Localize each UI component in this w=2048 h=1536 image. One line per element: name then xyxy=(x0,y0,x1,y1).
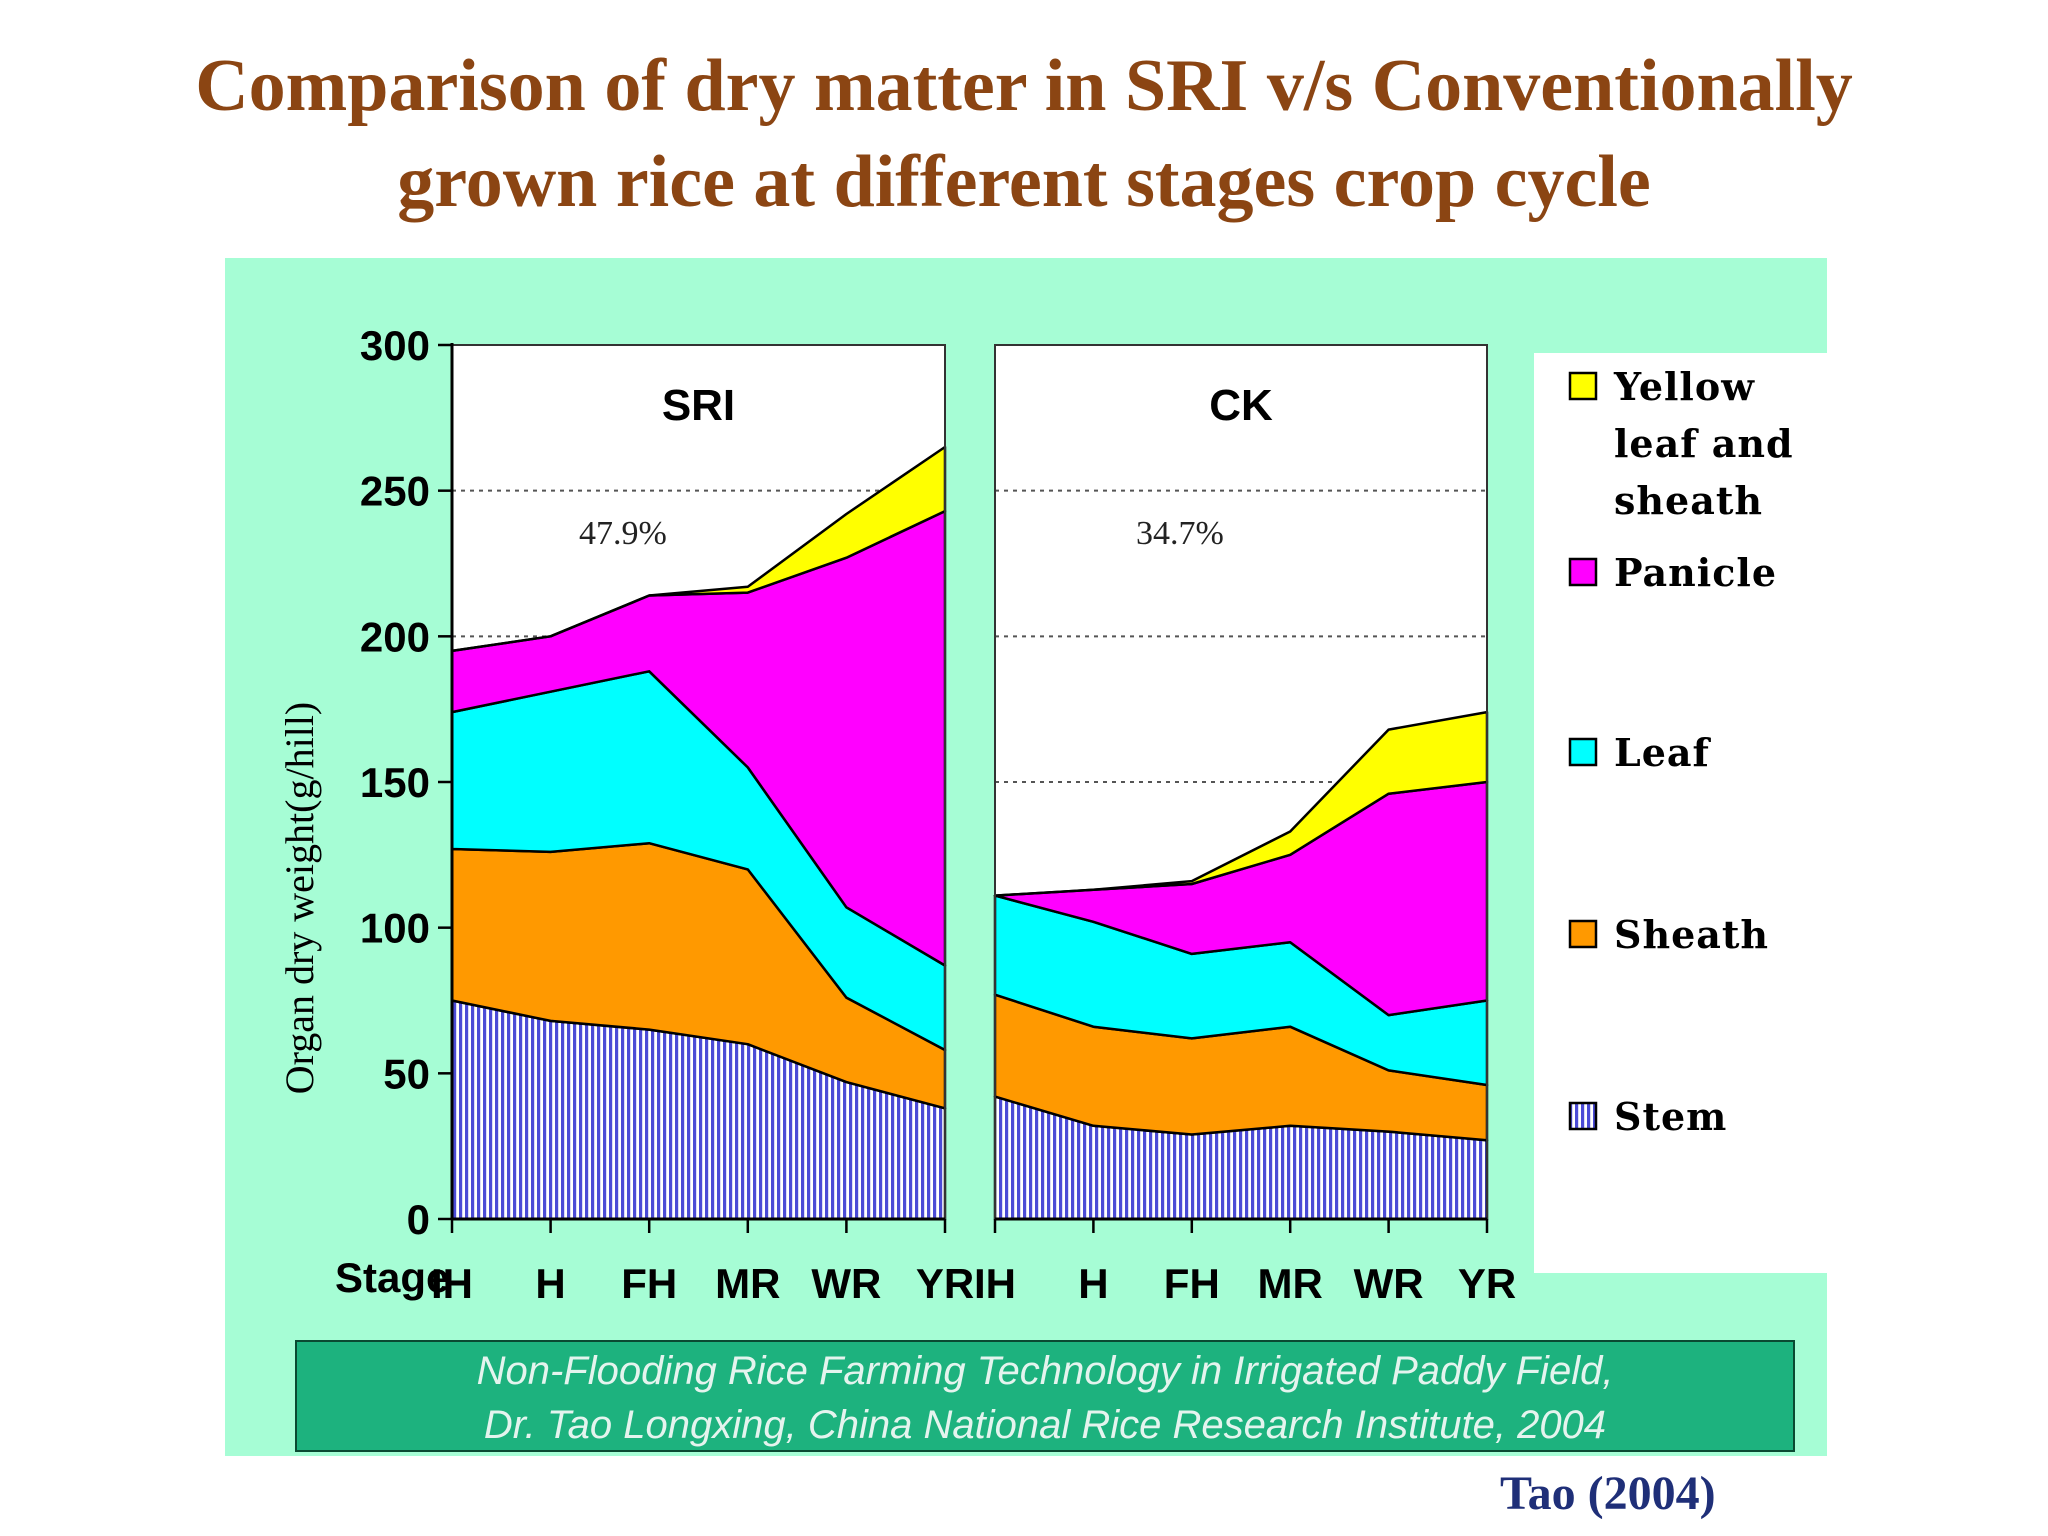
legend-swatch xyxy=(1568,919,1598,949)
source-line-2: Dr. Tao Longxing, China National Rice Re… xyxy=(483,1403,1607,1447)
slide-title-line-2: grown rice at different stages crop cycl… xyxy=(397,141,1651,223)
y-tick-label: 150 xyxy=(360,759,430,806)
legend-item: Stem xyxy=(1568,1094,1727,1139)
y-tick-label: 250 xyxy=(360,468,430,515)
source-line-1: Non-Flooding Rice Farming Technology in … xyxy=(476,1349,1614,1393)
x-tick-label: MR xyxy=(715,1260,780,1307)
legend-label: Leaf xyxy=(1614,730,1712,775)
legend: Yellow leaf and sheath Panicle Leaf Sheath Ste… xyxy=(1534,353,1827,1273)
citation: Tao (2004) xyxy=(1500,1467,1716,1520)
legend-label: Stem xyxy=(1614,1094,1727,1139)
x-tick-label: IH xyxy=(974,1260,1016,1307)
panel-sri: SRI 47.9% IH H FH MR WR YR xyxy=(431,344,974,1307)
legend-item: Panicle xyxy=(1568,550,1777,595)
legend-label: sheath xyxy=(1614,478,1763,523)
x-tick-label: H xyxy=(535,1260,565,1307)
slide-title: Comparison of dry matter in SRI v/s Conv… xyxy=(0,38,2048,230)
x-tick-label: YR xyxy=(1458,1260,1516,1307)
panel-title: CK xyxy=(1209,381,1273,430)
panel-annotation: 34.7% xyxy=(1136,515,1224,552)
slide-title-line-1: Comparison of dry matter in SRI v/s Conv… xyxy=(195,45,1853,127)
x-tick-label: FH xyxy=(1164,1260,1220,1307)
x-axis-label: Stage xyxy=(335,1254,449,1301)
legend-swatch xyxy=(1568,557,1598,587)
x-tick-label: MR xyxy=(1258,1260,1323,1307)
x-tick-label: H xyxy=(1078,1260,1108,1307)
panel-title: SRI xyxy=(662,381,735,430)
y-tick-label: 200 xyxy=(360,613,430,660)
legend-label: leaf and xyxy=(1614,421,1794,466)
x-tick-label: YR xyxy=(916,1260,974,1307)
y-tick-label: 50 xyxy=(383,1050,430,1097)
legend-label: Panicle xyxy=(1614,550,1777,595)
chart-figure: Yellow leaf and sheath Panicle Leaf Sheath Ste… xyxy=(225,258,1827,1456)
y-tick-label: 300 xyxy=(360,322,430,369)
panel-annotation: 47.9% xyxy=(579,515,667,552)
source-box: Non-Flooding Rice Farming Technology in … xyxy=(295,1340,1795,1452)
legend-item: Leaf xyxy=(1568,730,1712,775)
x-tick-label: FH xyxy=(621,1260,677,1307)
x-tick-label: WR xyxy=(1354,1260,1424,1307)
panel-ck: CK 34.7% IH H FH MR WR YR xyxy=(974,344,1516,1307)
legend-swatch xyxy=(1568,371,1598,401)
legend-swatch xyxy=(1568,1101,1598,1131)
y-axis-label: Organ dry weight(g/hill) xyxy=(277,702,322,1095)
y-tick-label: 100 xyxy=(360,905,430,952)
legend-swatch xyxy=(1568,737,1598,767)
y-tick-label: 0 xyxy=(407,1196,430,1243)
legend-item: Yellow leaf and sheath xyxy=(1568,364,1794,523)
legend-item: Sheath xyxy=(1568,912,1769,957)
x-tick-label: IH xyxy=(431,1260,473,1307)
x-tick-label: WR xyxy=(811,1260,881,1307)
legend-label: Yellow xyxy=(1613,364,1755,409)
legend-label: Sheath xyxy=(1614,912,1769,957)
